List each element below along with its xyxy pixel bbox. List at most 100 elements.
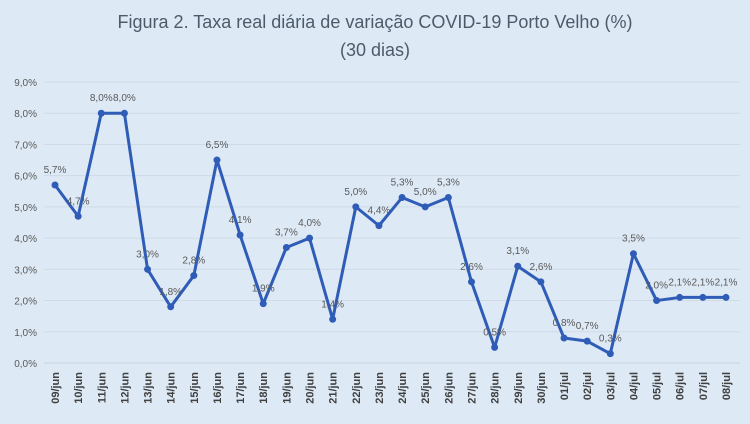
chart-title: Figura 2. Taxa real diária de variação C… (117, 12, 633, 32)
x-tick-label: 23/jun (374, 372, 386, 404)
x-tick-label: 06/jul (675, 372, 687, 400)
data-point (97, 109, 105, 117)
data-point (537, 278, 545, 286)
x-tick-label: 17/jun (235, 372, 247, 404)
x-tick-label: 22/jun (351, 372, 363, 404)
data-point (120, 109, 128, 117)
data-point (491, 343, 499, 351)
y-tick-label: 6,0% (14, 172, 37, 183)
data-label: 3,0% (136, 249, 159, 260)
data-label: 2,1% (715, 277, 738, 288)
x-tick-label: 21/jun (328, 372, 340, 404)
y-tick-label: 1,0% (14, 328, 37, 339)
data-label: 0,3% (599, 334, 622, 345)
data-point (583, 337, 591, 345)
data-point (606, 350, 614, 358)
x-tick-label: 26/jun (443, 372, 455, 404)
data-label: 2,8% (182, 256, 205, 267)
x-tick-label: 04/jul (628, 372, 640, 400)
data-point (282, 243, 290, 251)
data-label: 2,6% (460, 262, 483, 273)
y-tick-label: 4,0% (14, 234, 37, 245)
data-label: 1,9% (252, 284, 275, 295)
data-label: 0,8% (553, 318, 576, 329)
data-label: 3,1% (506, 246, 529, 257)
x-tick-label: 16/jun (212, 372, 224, 404)
data-label: 4,7% (67, 196, 90, 207)
series-line (53, 111, 726, 356)
y-tick-label: 0,0% (14, 359, 37, 370)
y-tick-label: 8,0% (14, 109, 37, 120)
x-tick-label: 24/jun (397, 372, 409, 404)
x-tick-label: 25/jun (420, 372, 432, 404)
data-point (722, 293, 730, 301)
data-point (653, 297, 661, 305)
x-tick-label: 03/jul (605, 372, 617, 400)
data-label: 0,7% (576, 321, 599, 332)
data-point (444, 194, 452, 202)
x-tick-label: 20/jun (305, 372, 317, 404)
data-label: 6,5% (206, 140, 229, 151)
data-label: 5,7% (44, 165, 67, 176)
data-label: 5,3% (437, 178, 460, 189)
x-tick-label: 19/jun (281, 372, 293, 404)
data-label: 4,4% (368, 206, 391, 217)
data-label: 2,0% (645, 281, 668, 292)
x-tick-label: 08/jul (721, 372, 733, 400)
data-point (329, 315, 337, 323)
y-tick-label: 3,0% (14, 265, 37, 276)
x-tick-label: 12/jun (119, 372, 131, 404)
x-tick-label: 10/jun (73, 372, 85, 404)
data-label: 5,0% (414, 187, 437, 198)
x-tick-label: 18/jun (258, 372, 270, 404)
data-point (375, 222, 383, 230)
data-label: 2,1% (691, 277, 714, 288)
y-tick-label: 7,0% (14, 140, 37, 151)
y-tick-label: 9,0% (14, 78, 37, 89)
data-label: 8,0% (113, 93, 136, 104)
data-label: 3,7% (275, 227, 298, 238)
data-point (514, 262, 522, 270)
data-point (167, 303, 175, 311)
x-tick-label: 11/jun (96, 372, 108, 403)
data-point (144, 265, 152, 273)
data-label: 4,1% (229, 215, 252, 226)
chart-subtitle: (30 dias) (339, 40, 411, 60)
data-label: 5,0% (344, 187, 367, 198)
data-point (398, 194, 406, 202)
x-tick-label: 07/jul (698, 372, 710, 400)
data-point (74, 212, 82, 220)
x-tick-label: 27/jun (466, 372, 478, 404)
x-tick-label: 28/jun (490, 372, 502, 404)
x-tick-label: 01/jul (559, 372, 571, 400)
x-tick-label: 15/jun (189, 372, 201, 404)
data-point (676, 293, 684, 301)
data-point (236, 231, 244, 239)
data-label: 1,4% (321, 299, 344, 310)
x-tick-label: 29/jun (513, 372, 525, 404)
x-tick-label: 30/jun (536, 372, 548, 404)
data-point (467, 278, 475, 286)
data-point (306, 234, 314, 242)
data-label: 0,5% (483, 327, 506, 338)
data-point (190, 272, 198, 280)
x-tick-label: 09/jun (50, 372, 62, 404)
data-point (421, 203, 429, 211)
data-label: 2,1% (668, 277, 691, 288)
x-tick-label: 02/jul (582, 372, 594, 400)
data-point (352, 203, 360, 211)
data-label: 4,0% (298, 218, 321, 229)
data-point (51, 181, 59, 189)
data-label: 2,6% (529, 262, 552, 273)
x-tick-label: 05/jul (652, 372, 664, 400)
data-label: 3,5% (622, 234, 645, 245)
x-tick-label: 13/jun (143, 372, 155, 404)
data-label: 8,0% (90, 93, 113, 104)
y-tick-label: 5,0% (14, 203, 37, 214)
data-point (699, 293, 707, 301)
data-point (560, 334, 568, 342)
data-point (629, 250, 637, 258)
data-label: 1,8% (159, 287, 182, 298)
